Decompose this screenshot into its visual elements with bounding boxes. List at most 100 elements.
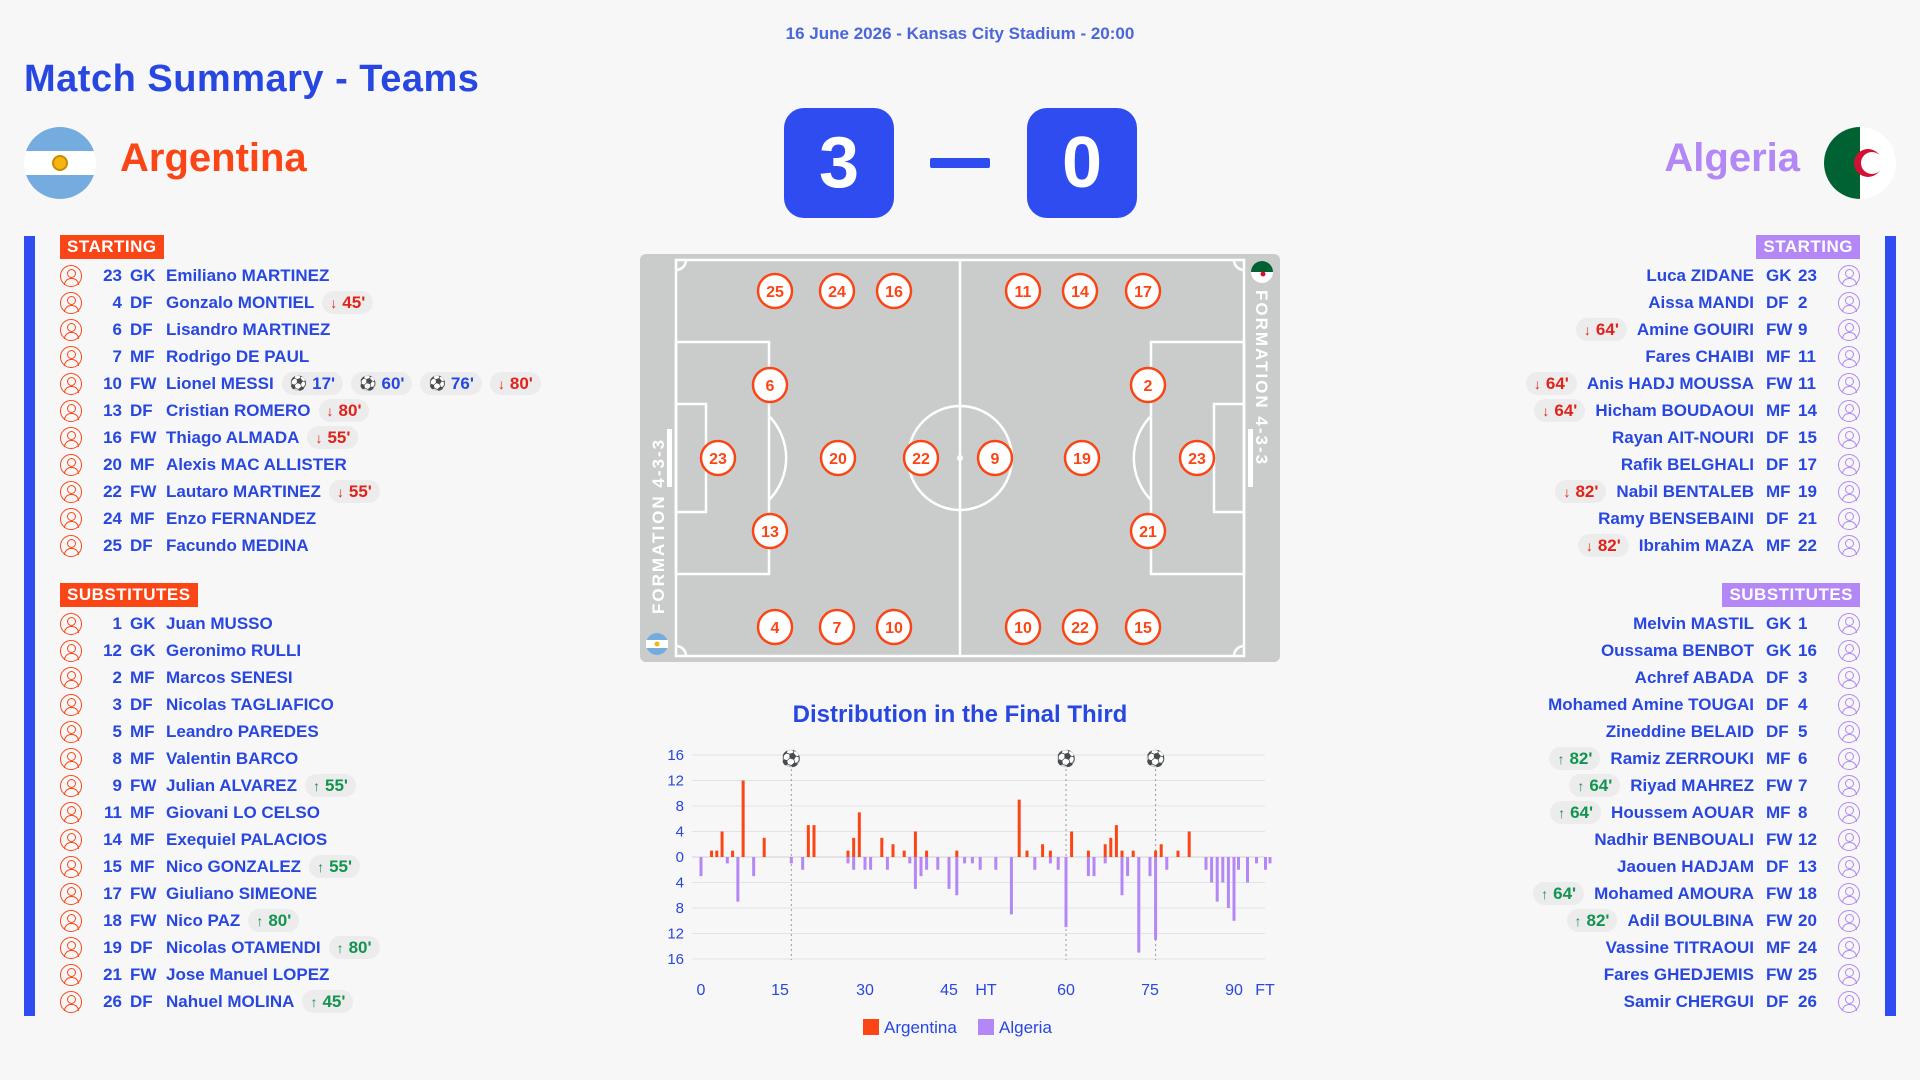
player-row[interactable]: 20 FW Adil BOULBINA ↑ 82' <box>1160 907 1860 934</box>
away-player-token[interactable]: 22 <box>1061 608 1099 646</box>
player-name[interactable]: Thiago ALMADA <box>166 427 300 447</box>
player-name[interactable]: Riyad MAHREZ <box>1630 775 1754 795</box>
player-row[interactable]: 23 GK Emiliano MARTINEZ <box>60 262 760 289</box>
away-player-token[interactable]: 10 <box>1004 608 1042 646</box>
player-name[interactable]: Valentin BARCO <box>166 748 299 768</box>
player-name[interactable]: Jose Manuel LOPEZ <box>166 964 330 984</box>
player-name[interactable]: Mohamed AMOURA <box>1594 883 1754 903</box>
player-name[interactable]: Adil BOULBINA <box>1627 910 1754 930</box>
player-row[interactable]: 13 DF Jaouen HADJAM <box>1160 853 1860 880</box>
player-row[interactable]: 5 DF Zineddine BELAID <box>1160 718 1860 745</box>
player-name[interactable]: Anis HADJ MOUSSA <box>1586 373 1754 393</box>
player-row[interactable]: 9 FW Amine GOUIRI ↓ 64' <box>1160 316 1860 343</box>
player-row[interactable]: 8 MF Houssem AOUAR ↑ 64' <box>1160 799 1860 826</box>
player-row[interactable]: 14 MF Exequiel PALACIOS <box>60 826 760 853</box>
player-row[interactable]: 5 MF Leandro PAREDES <box>60 718 760 745</box>
player-name[interactable]: Fares GHEDJEMIS <box>1603 964 1754 984</box>
home-player-token[interactable]: 25 <box>756 272 794 310</box>
player-row[interactable]: 21 DF Ramy BENSEBAINI <box>1160 505 1860 532</box>
away-player-token[interactable]: 15 <box>1124 608 1162 646</box>
player-name[interactable]: Cristian ROMERO <box>166 400 311 420</box>
player-name[interactable]: Nabil BENTALEB <box>1616 481 1754 501</box>
home-player-token[interactable]: 20 <box>819 439 857 477</box>
player-row[interactable]: 18 FW Mohamed AMOURA ↑ 64' <box>1160 880 1860 907</box>
player-row[interactable]: 21 FW Jose Manuel LOPEZ <box>60 961 760 988</box>
home-player-token[interactable]: 24 <box>818 272 856 310</box>
player-row[interactable]: 3 DF Achref ABADA <box>1160 664 1860 691</box>
player-row[interactable]: 9 FW Julian ALVAREZ ↑ 55' <box>60 772 760 799</box>
player-row[interactable]: 10 FW Lionel MESSI ⚽ 17' ⚽ 60' ⚽ 76' ↓ 80' <box>60 370 760 397</box>
player-row[interactable]: 6 MF Ramiz ZERROUKI ↑ 82' <box>1160 745 1860 772</box>
away-player-token[interactable]: 14 <box>1061 272 1099 310</box>
player-name[interactable]: Vassine TITRAOUI <box>1605 937 1754 957</box>
player-row[interactable]: 13 DF Cristian ROMERO ↓ 80' <box>60 397 760 424</box>
player-row[interactable]: 4 DF Mohamed Amine TOUGAI <box>1160 691 1860 718</box>
home-player-token[interactable]: 23 <box>699 439 737 477</box>
player-name[interactable]: Geronimo RULLI <box>166 640 302 660</box>
player-row[interactable]: 8 MF Valentin BARCO <box>60 745 760 772</box>
player-name[interactable]: Lautaro MARTINEZ <box>166 481 321 501</box>
player-name[interactable]: Nicolas TAGLIAFICO <box>166 694 334 714</box>
player-row[interactable]: 24 MF Vassine TITRAOUI <box>1160 934 1860 961</box>
player-row[interactable]: 7 FW Riyad MAHREZ ↑ 64' <box>1160 772 1860 799</box>
player-row[interactable]: 6 DF Lisandro MARTINEZ <box>60 316 760 343</box>
player-row[interactable]: 26 DF Nahuel MOLINA ↑ 45' <box>60 988 760 1015</box>
player-name[interactable]: Ramy BENSEBAINI <box>1598 508 1754 528</box>
player-row[interactable]: 12 FW Nadhir BENBOUALI <box>1160 826 1860 853</box>
player-name[interactable]: Nahuel MOLINA <box>166 991 295 1011</box>
home-player-token[interactable]: 4 <box>756 608 794 646</box>
player-name[interactable]: Zineddine BELAID <box>1605 721 1754 741</box>
player-row[interactable]: 16 GK Oussama BENBOT <box>1160 637 1860 664</box>
player-row[interactable]: 11 MF Giovani LO CELSO <box>60 799 760 826</box>
home-player-token[interactable]: 13 <box>751 512 789 550</box>
home-player-token[interactable]: 16 <box>875 272 913 310</box>
player-name[interactable]: Hicham BOUDAOUI <box>1595 400 1754 420</box>
player-name[interactable]: Mohamed Amine TOUGAI <box>1548 694 1754 714</box>
player-name[interactable]: Achref ABADA <box>1634 667 1754 687</box>
player-name[interactable]: Nico PAZ <box>166 910 241 930</box>
player-row[interactable]: 7 MF Rodrigo DE PAUL <box>60 343 760 370</box>
player-name[interactable]: Rodrigo DE PAUL <box>166 346 310 366</box>
player-row[interactable]: 25 DF Facundo MEDINA <box>60 532 760 559</box>
player-row[interactable]: 3 DF Nicolas TAGLIAFICO <box>60 691 760 718</box>
player-name[interactable]: Lisandro MARTINEZ <box>166 319 331 339</box>
away-player-token[interactable]: 23 <box>1178 439 1216 477</box>
away-player-token[interactable]: 19 <box>1063 439 1101 477</box>
away-player-token[interactable]: 17 <box>1124 272 1162 310</box>
player-row[interactable]: 15 DF Rayan AIT-NOURI <box>1160 424 1860 451</box>
player-name[interactable]: Juan MUSSO <box>166 613 273 633</box>
player-name[interactable]: Ramiz ZERROUKI <box>1610 748 1754 768</box>
player-name[interactable]: Marcos SENESI <box>166 667 293 687</box>
player-row[interactable]: 19 DF Nicolas OTAMENDI ↑ 80' <box>60 934 760 961</box>
player-name[interactable]: Samir CHERGUI <box>1623 991 1754 1011</box>
away-player-token[interactable]: 9 <box>976 439 1014 477</box>
player-row[interactable]: 4 DF Gonzalo MONTIEL ↓ 45' <box>60 289 760 316</box>
player-row[interactable]: 1 GK Juan MUSSO <box>60 610 760 637</box>
player-name[interactable]: Aissa MANDI <box>1648 292 1754 312</box>
player-name[interactable]: Facundo MEDINA <box>166 535 309 555</box>
player-name[interactable]: Amine GOUIRI <box>1636 319 1754 339</box>
player-row[interactable]: 25 FW Fares GHEDJEMIS <box>1160 961 1860 988</box>
player-row[interactable]: 19 MF Nabil BENTALEB ↓ 82' <box>1160 478 1860 505</box>
player-name[interactable]: Alexis MAC ALLISTER <box>166 454 347 474</box>
player-row[interactable]: 11 FW Anis HADJ MOUSSA ↓ 64' <box>1160 370 1860 397</box>
home-player-token[interactable]: 6 <box>751 366 789 404</box>
player-row[interactable]: 22 FW Lautaro MARTINEZ ↓ 55' <box>60 478 760 505</box>
player-name[interactable]: Ibrahim MAZA <box>1638 535 1754 555</box>
player-row[interactable]: 23 GK Luca ZIDANE <box>1160 262 1860 289</box>
player-row[interactable]: 17 DF Rafik BELGHALI <box>1160 451 1860 478</box>
player-row[interactable]: 17 FW Giuliano SIMEONE <box>60 880 760 907</box>
player-row[interactable]: 12 GK Geronimo RULLI <box>60 637 760 664</box>
away-player-token[interactable]: 2 <box>1129 366 1167 404</box>
player-name[interactable]: Giuliano SIMEONE <box>166 883 318 903</box>
player-row[interactable]: 2 DF Aissa MANDI <box>1160 289 1860 316</box>
player-row[interactable]: 22 MF Ibrahim MAZA ↓ 82' <box>1160 532 1860 559</box>
player-name[interactable]: Giovani LO CELSO <box>166 802 320 822</box>
player-name[interactable]: Emiliano MARTINEZ <box>166 265 330 285</box>
player-name[interactable]: Exequiel PALACIOS <box>166 829 328 849</box>
player-row[interactable]: 20 MF Alexis MAC ALLISTER <box>60 451 760 478</box>
player-row[interactable]: 2 MF Marcos SENESI <box>60 664 760 691</box>
home-player-token[interactable]: 7 <box>818 608 856 646</box>
player-row[interactable]: 24 MF Enzo FERNANDEZ <box>60 505 760 532</box>
away-player-token[interactable]: 11 <box>1004 272 1042 310</box>
